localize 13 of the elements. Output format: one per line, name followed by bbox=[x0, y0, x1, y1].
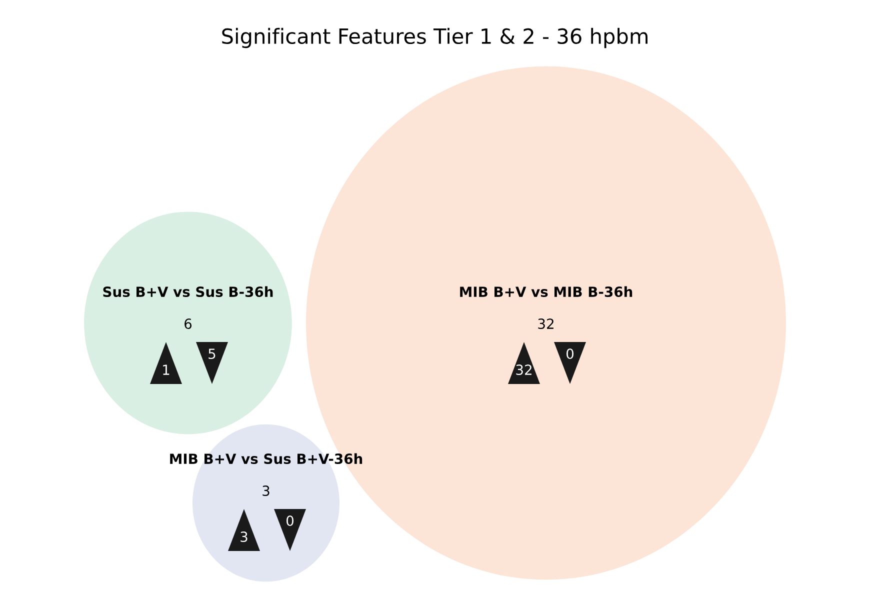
data-label: 32 bbox=[516, 364, 532, 376]
category-label: MIB B+V vs MIB B-36h bbox=[460, 286, 632, 298]
data-label: 3 bbox=[240, 532, 248, 542]
category-label: MIB B+V vs Sus B+V-36h bbox=[170, 453, 362, 464]
data-label: 1 bbox=[163, 364, 170, 375]
data-label: 0 bbox=[286, 516, 294, 526]
data-label: 3 bbox=[262, 486, 270, 496]
data-label: 6 bbox=[184, 318, 192, 330]
category-label: Sus B+V vs Sus B-36h bbox=[103, 286, 273, 298]
data-label: 32 bbox=[538, 318, 554, 330]
text: Significant Features Tier 1 & 2 - 36 hpbm bbox=[222, 28, 648, 48]
data-label: 0 bbox=[566, 348, 574, 360]
data-label: 5 bbox=[208, 348, 216, 360]
